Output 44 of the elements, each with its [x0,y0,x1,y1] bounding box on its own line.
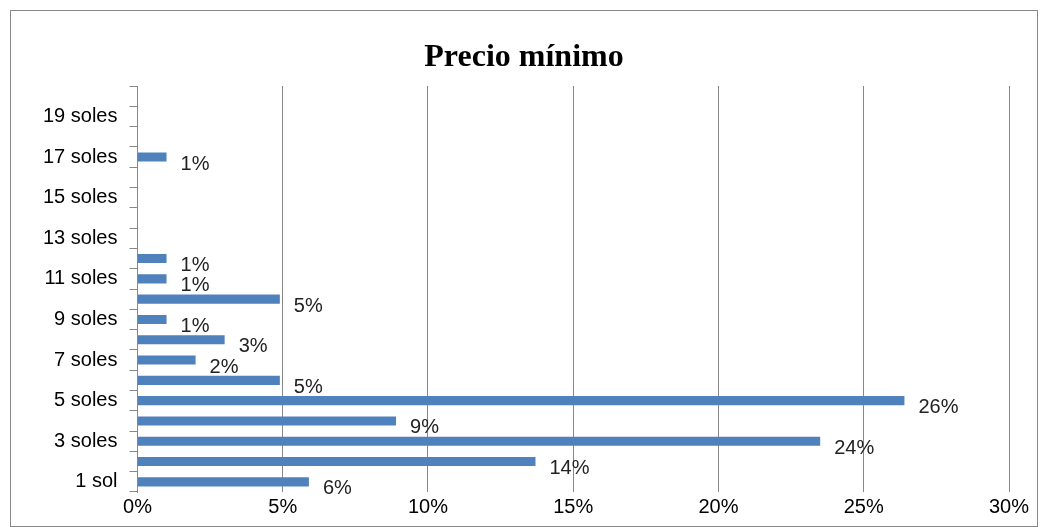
bar [137,477,309,487]
y-tick-label: 17 soles [42,144,118,167]
y-tick-label: 13 soles [42,225,118,248]
bar [137,253,167,264]
y-tick-label: 3 soles [54,428,118,451]
bar [137,355,196,365]
data-label: 26% [918,395,959,418]
y-tick-label: 1 sol [75,469,118,492]
y-tick-label: 11 soles [44,266,118,289]
x-tick-label: 15% [553,494,594,517]
data-label: 5% [293,293,323,316]
chart-title: Precio mínimo [423,37,625,74]
bar [137,152,167,162]
y-tick-label: 9 soles [54,306,118,329]
y-tick-label: 7 soles [54,347,118,370]
bar [137,416,397,426]
data-label: 5% [293,374,323,397]
bar [137,375,280,385]
data-label: 9% [410,415,440,438]
x-tick-label: 0% [123,494,153,517]
y-tick-label: 15 soles [42,185,118,208]
bar [137,314,167,325]
bar [137,396,905,406]
data-label: 1% [180,151,210,174]
y-tick-label: 19 soles [42,103,118,126]
data-label: 1% [180,273,210,296]
x-tick-label: 10% [407,494,449,517]
x-tick-label: 20% [698,494,739,517]
data-label: 1% [180,313,210,336]
x-tick-label: 30% [988,494,1030,517]
data-label: 14% [549,456,590,479]
data-label: 24% [834,435,875,458]
y-tick-label: 5 soles [54,388,118,411]
bar [137,436,821,446]
data-label: 3% [238,334,268,357]
x-tick-label: 25% [843,494,884,517]
bar [137,274,167,284]
data-label: 2% [209,354,239,377]
data-label: 1% [180,253,210,276]
bar [137,335,225,345]
data-label: 6% [322,476,353,499]
x-tick-label: 5% [268,494,298,517]
bar [137,294,280,304]
bar [137,456,536,467]
